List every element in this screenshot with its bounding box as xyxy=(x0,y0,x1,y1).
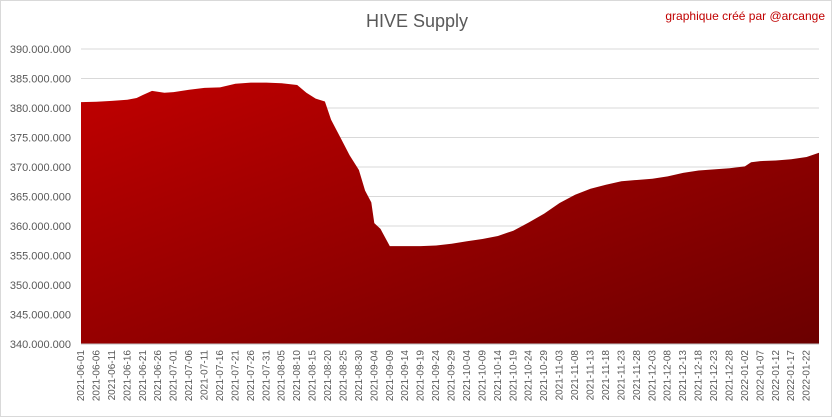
x-tick-label: 2021-07-01 xyxy=(169,350,180,402)
y-tick-label: 365.000.000 xyxy=(10,192,71,204)
x-tick-label: 2022-01-17 xyxy=(786,350,797,402)
x-tick-label: 2021-09-29 xyxy=(447,350,458,402)
x-tick-label: 2021-10-29 xyxy=(539,350,550,402)
x-tick-label: 2021-11-13 xyxy=(585,350,596,401)
x-tick-label: 2021-11-18 xyxy=(601,350,612,401)
x-tick-label: 2021-07-31 xyxy=(261,350,272,402)
x-tick-label: 2021-07-06 xyxy=(184,350,195,402)
x-tick-label: 2021-11-03 xyxy=(555,350,566,401)
x-tick-label: 2021-10-24 xyxy=(524,350,535,402)
x-tick-label: 2021-06-16 xyxy=(122,350,133,402)
x-tick-label: 2021-09-24 xyxy=(431,350,442,402)
x-tick-label: 2021-12-28 xyxy=(724,350,735,402)
y-tick-label: 375.000.000 xyxy=(10,133,71,145)
x-tick-label: 2021-06-26 xyxy=(153,350,164,402)
x-tick-label: 2022-01-22 xyxy=(802,350,813,402)
x-tick-label: 2021-08-10 xyxy=(292,350,303,402)
y-tick-label: 350.000.000 xyxy=(10,280,71,292)
x-tick-label: 2021-12-18 xyxy=(694,350,705,402)
x-tick-label: 2021-11-23 xyxy=(616,350,627,401)
x-tick-label: 2021-09-14 xyxy=(400,350,411,402)
x-tick-label: 2021-12-08 xyxy=(663,350,674,402)
x-tick-label: 2021-09-09 xyxy=(385,350,396,402)
x-tick-label: 2021-11-28 xyxy=(632,350,643,401)
x-tick-label: 2021-08-15 xyxy=(308,350,319,402)
x-tick-label: 2021-12-23 xyxy=(709,350,720,402)
y-tick-label: 390.000.000 xyxy=(10,44,71,56)
x-tick-label: 2021-07-26 xyxy=(246,350,257,402)
x-tick-label: 2021-06-11 xyxy=(107,350,118,401)
x-tick-label: 2021-09-19 xyxy=(416,350,427,402)
x-tick-label: 2021-10-04 xyxy=(462,350,473,402)
y-tick-label: 380.000.000 xyxy=(10,103,71,115)
x-tick-label: 2021-07-11 xyxy=(200,350,211,401)
supply-area xyxy=(81,83,819,344)
x-tick-label: 2021-10-19 xyxy=(508,350,519,402)
y-tick-label: 340.000.000 xyxy=(10,339,71,351)
x-tick-label: 2021-08-25 xyxy=(338,350,349,402)
x-tick-label: 2021-08-30 xyxy=(354,350,365,402)
y-tick-label: 370.000.000 xyxy=(10,162,71,174)
x-tick-label: 2022-01-12 xyxy=(771,350,782,402)
x-tick-label: 2021-06-06 xyxy=(91,350,102,402)
x-tick-label: 2021-11-08 xyxy=(570,350,581,401)
y-tick-label: 385.000.000 xyxy=(10,74,71,86)
x-tick-label: 2021-07-16 xyxy=(215,350,226,402)
x-tick-label: 2022-01-02 xyxy=(740,350,751,402)
x-tick-label: 2021-12-03 xyxy=(647,350,658,402)
x-tick-label: 2021-10-14 xyxy=(493,350,504,402)
x-tick-label: 2021-07-21 xyxy=(230,350,241,402)
x-tick-label: 2021-09-04 xyxy=(369,350,380,402)
y-tick-label: 345.000.000 xyxy=(10,310,71,322)
x-tick-label: 2021-10-09 xyxy=(477,350,488,402)
x-tick-label: 2021-12-13 xyxy=(678,350,689,402)
x-tick-label: 2021-08-05 xyxy=(277,350,288,402)
y-tick-label: 355.000.000 xyxy=(10,251,71,263)
x-tick-label: 2021-08-20 xyxy=(323,350,334,402)
x-tick-label: 2021-06-21 xyxy=(138,350,149,402)
y-tick-label: 360.000.000 xyxy=(10,221,71,233)
x-tick-label: 2022-01-07 xyxy=(755,350,766,402)
x-tick-label: 2021-06-01 xyxy=(76,350,87,402)
